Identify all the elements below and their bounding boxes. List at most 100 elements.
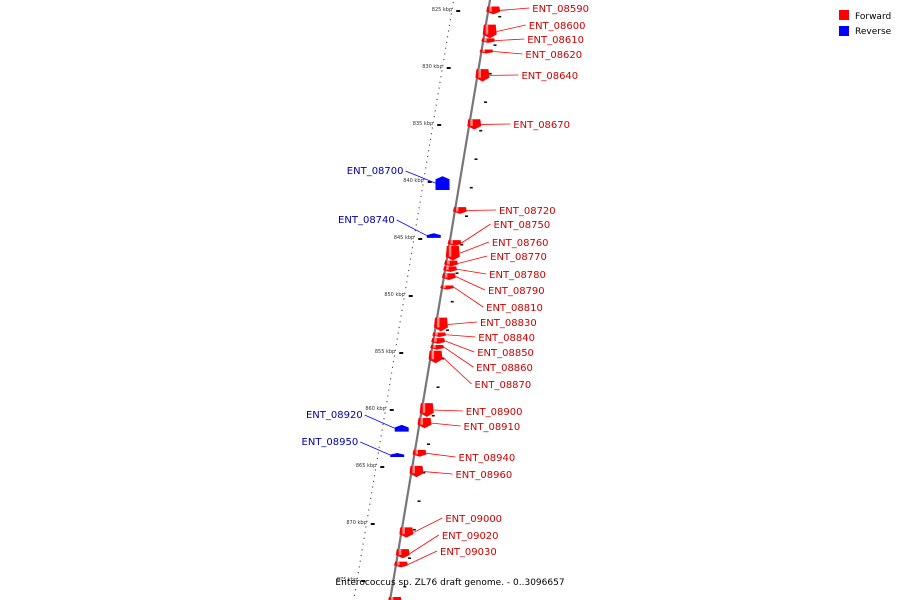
gene-highlight <box>434 338 437 342</box>
gene-label-ent_08910: ENT_08910 <box>464 422 521 433</box>
gene-highlight <box>489 6 492 12</box>
tick-label: 870 kbp <box>346 520 366 526</box>
tick-label: 875 kbp <box>337 577 357 583</box>
gene-highlight <box>447 260 450 265</box>
ruler-dot <box>371 492 373 494</box>
gene-highlight <box>398 549 402 556</box>
connector <box>461 223 491 244</box>
ruler-dot <box>365 526 367 528</box>
ruler-dot <box>418 207 420 209</box>
gene-highlight <box>415 449 419 455</box>
gene-highlight <box>484 38 487 42</box>
genome-backbone <box>388 0 492 600</box>
label-connectors <box>360 7 530 565</box>
tick-label: 825 kbp <box>432 7 452 13</box>
gene-label-ent_08940: ENT_08940 <box>459 453 516 464</box>
connector <box>445 340 475 353</box>
ruler-dot <box>439 81 441 83</box>
gene-label-ent_08840: ENT_08840 <box>478 333 535 344</box>
tick-mark <box>456 10 461 12</box>
gene-label-ent_08960: ENT_08960 <box>455 470 512 481</box>
ruler-dot <box>410 252 413 254</box>
ruler-dot <box>409 258 412 260</box>
ruler-dot <box>406 281 408 283</box>
connector <box>496 24 526 32</box>
ruler-dot <box>389 383 391 386</box>
connector <box>458 255 488 264</box>
ruler-dot <box>423 178 425 180</box>
gene-label-ent_08780: ENT_08780 <box>489 270 546 281</box>
gene-label-ent_08720: ENT_08720 <box>499 206 556 217</box>
ruler-dot <box>447 30 450 32</box>
connector <box>466 209 496 211</box>
connector <box>413 517 443 533</box>
connector <box>364 414 395 429</box>
legend: Forward Reverse <box>839 10 892 37</box>
connector <box>443 346 474 368</box>
gene-label-ent_08670: ENT_08670 <box>513 120 570 131</box>
ruler-dot <box>413 235 415 237</box>
ruler-dot <box>402 304 404 306</box>
gene-highlight <box>422 403 426 413</box>
ruler-dot <box>361 549 363 551</box>
gene-label-ent_08950: ENT_08950 <box>302 437 359 448</box>
ruler-dot <box>407 275 409 277</box>
gene-label-ent_08640: ENT_08640 <box>521 71 578 82</box>
ruler-dot <box>428 144 431 146</box>
ruler-dot <box>421 190 423 192</box>
tick-mark <box>418 238 423 240</box>
reverse-gene-ent_08740 <box>426 233 441 238</box>
gene-highlight <box>390 596 394 600</box>
minor-tick <box>479 129 483 132</box>
reverse-gene-ent_08920 <box>394 424 409 432</box>
legend-forward-label: Forward <box>855 12 891 22</box>
gene-label-ent_08900: ENT_08900 <box>466 407 523 418</box>
ruler-dot <box>429 138 432 140</box>
ruler-dot <box>390 372 393 374</box>
ruler-dot <box>390 378 392 380</box>
tick-mark <box>370 523 375 525</box>
tick-mark <box>427 181 432 183</box>
ruler-dot <box>397 332 399 334</box>
gene-label-ent_09000: ENT_09000 <box>445 514 502 525</box>
gene-highlight <box>433 345 436 348</box>
ruler-dot <box>408 269 410 272</box>
minor-tick <box>417 500 421 502</box>
minor-tick <box>408 557 412 559</box>
gene-highlight <box>402 527 405 535</box>
legend-forward-swatch <box>839 10 849 20</box>
gene-highlight <box>443 285 446 289</box>
tick-label: 830 kbp <box>422 64 442 70</box>
ruler-dot <box>375 463 377 465</box>
ruler-dot <box>444 53 446 55</box>
ruler-dot <box>373 475 376 477</box>
gene-label-ent_08790: ENT_08790 <box>488 286 545 297</box>
tick-mark <box>361 580 366 582</box>
connector <box>447 321 478 325</box>
gene-highlight <box>485 24 489 35</box>
tick-label: 845 kbp <box>394 235 414 241</box>
ruler-dot <box>366 520 368 522</box>
ruler-dot <box>358 566 360 568</box>
ruler-dot <box>442 64 444 66</box>
tick-mark <box>437 124 442 126</box>
ruler-dot <box>359 560 361 562</box>
ruler-dot <box>355 583 358 585</box>
ruler-dot <box>424 173 426 175</box>
connector <box>360 441 391 456</box>
ruler-dot <box>386 401 388 403</box>
gene-label-ent_08750: ENT_08750 <box>494 220 551 231</box>
ruler-dot <box>430 133 433 135</box>
minor-tick <box>403 585 407 588</box>
tick-label: 835 kbp <box>413 121 433 127</box>
gene-highlight <box>482 49 485 53</box>
ruler-dot <box>415 224 417 226</box>
minor-tick <box>422 471 426 474</box>
minor-tick <box>465 215 469 217</box>
ruler-dot <box>403 298 405 300</box>
gene-label-ent_09030: ENT_09030 <box>440 547 497 558</box>
ruler-dot <box>450 13 452 15</box>
ruler-dot <box>400 315 402 317</box>
ruler-dot <box>378 446 380 448</box>
gene-label-ent_08760: ENT_08760 <box>492 238 549 249</box>
